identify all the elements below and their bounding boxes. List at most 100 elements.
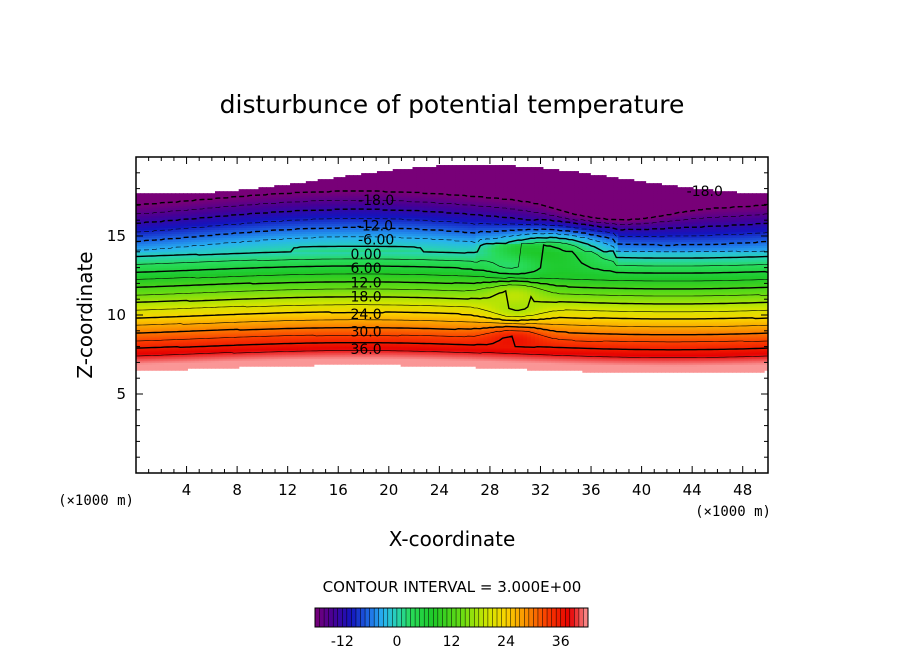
field-cell (171, 223, 177, 226)
field-cell (136, 287, 141, 291)
field-cell (159, 277, 165, 281)
field-cell (139, 249, 145, 253)
field-cell (171, 197, 177, 200)
field-cell (175, 197, 181, 200)
field-cell (163, 203, 169, 206)
field-cell (294, 183, 299, 186)
field-cell (151, 352, 157, 355)
field-cell (163, 207, 169, 210)
field-cell (139, 229, 145, 232)
field-cell (147, 237, 153, 241)
field-cell (155, 263, 161, 267)
field-cell (143, 235, 149, 239)
field-cell (159, 303, 165, 307)
field-cell (155, 360, 161, 363)
field-cell (155, 257, 161, 261)
field-cell (151, 287, 157, 291)
field-cell (139, 271, 145, 275)
field-cell (159, 271, 165, 275)
field-cell (159, 273, 165, 277)
field-cell (159, 195, 165, 198)
field-cell (139, 245, 145, 249)
field-cell (290, 183, 295, 186)
field-cell (155, 229, 161, 232)
field-cell (163, 201, 169, 204)
field-cell (167, 297, 173, 301)
field-cell (163, 303, 169, 307)
field-cell (167, 301, 173, 305)
field-cell (163, 257, 169, 261)
field-cell (151, 257, 157, 261)
field-cell (151, 331, 157, 335)
field-cell (163, 335, 169, 339)
field-cell (151, 243, 157, 247)
field-cell (171, 263, 177, 267)
field-cell (147, 352, 153, 355)
field-cell (151, 321, 157, 325)
field-cell (139, 309, 145, 313)
field-cell (151, 231, 157, 235)
field-cell (297, 183, 303, 186)
field-cell (167, 205, 173, 208)
field-cell (151, 356, 157, 359)
field-cell (159, 243, 165, 247)
field-cell (171, 207, 177, 210)
field-cell (163, 295, 169, 299)
field-cell (175, 331, 181, 335)
field-cell (167, 271, 173, 275)
field-cell (175, 203, 181, 206)
field-cell (139, 366, 145, 369)
field-cell (143, 217, 149, 220)
field-cell (163, 358, 169, 361)
field-cell (171, 289, 177, 293)
field-cell (163, 247, 169, 251)
field-cell (167, 193, 173, 196)
field-cell (321, 179, 327, 182)
field-cell (159, 297, 165, 301)
field-cell (136, 327, 141, 331)
field-cell (151, 289, 157, 293)
field-cell (136, 289, 141, 293)
field-cell (155, 327, 161, 331)
field-cell (171, 241, 177, 245)
field-cell (155, 251, 161, 255)
field-cell (167, 203, 173, 206)
field-cell (143, 321, 149, 325)
field-cell (139, 337, 145, 341)
field-cell (136, 299, 141, 303)
field-cell (163, 267, 169, 271)
field-cell (159, 213, 165, 216)
field-cell (167, 303, 173, 307)
field-cell (147, 333, 153, 337)
field-cell (171, 368, 177, 371)
field-cell (147, 317, 153, 321)
field-cell (147, 227, 153, 230)
field-cell (163, 209, 169, 212)
field-cell (136, 207, 141, 210)
field-cell (155, 311, 161, 315)
field-cell (163, 251, 169, 255)
field-cell (139, 205, 145, 208)
field-cell (151, 313, 157, 317)
field-cell (171, 281, 177, 285)
field-cell (139, 215, 145, 218)
field-cell (163, 235, 169, 239)
field-cell (143, 205, 149, 208)
field-cell (151, 249, 157, 253)
field-cell (155, 335, 161, 339)
field-cell (155, 313, 161, 317)
field-cell (163, 325, 169, 329)
field-cell (151, 263, 157, 267)
field-cell (155, 227, 161, 230)
field-cell (143, 237, 149, 241)
field-cell (159, 225, 165, 228)
field-cell (175, 257, 181, 261)
field-cell (163, 241, 169, 245)
field-cell (136, 247, 141, 251)
field-cell (171, 333, 177, 337)
field-cell (136, 249, 141, 253)
field-cell (139, 241, 145, 245)
field-cell (147, 344, 153, 347)
field-cell (155, 293, 161, 297)
